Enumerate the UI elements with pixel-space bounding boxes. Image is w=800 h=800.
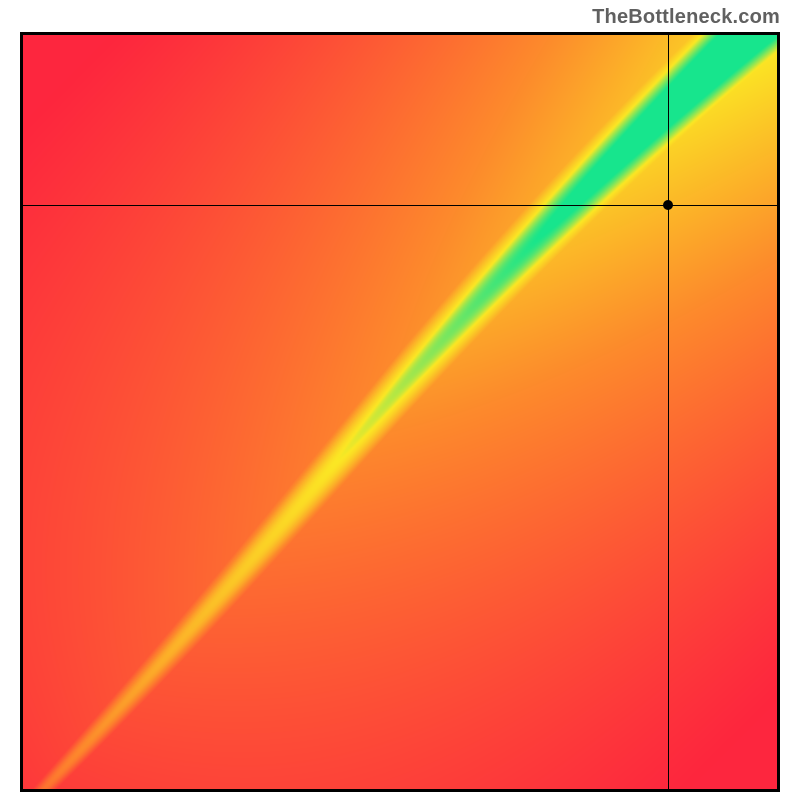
watermark-text: TheBottleneck.com	[592, 6, 780, 29]
chart-container: TheBottleneck.com	[0, 0, 800, 800]
crosshair-vertical	[668, 35, 669, 789]
plot-inner	[23, 35, 777, 789]
plot-frame	[20, 32, 780, 792]
heatmap-canvas	[23, 35, 777, 789]
marker-dot	[663, 200, 673, 210]
